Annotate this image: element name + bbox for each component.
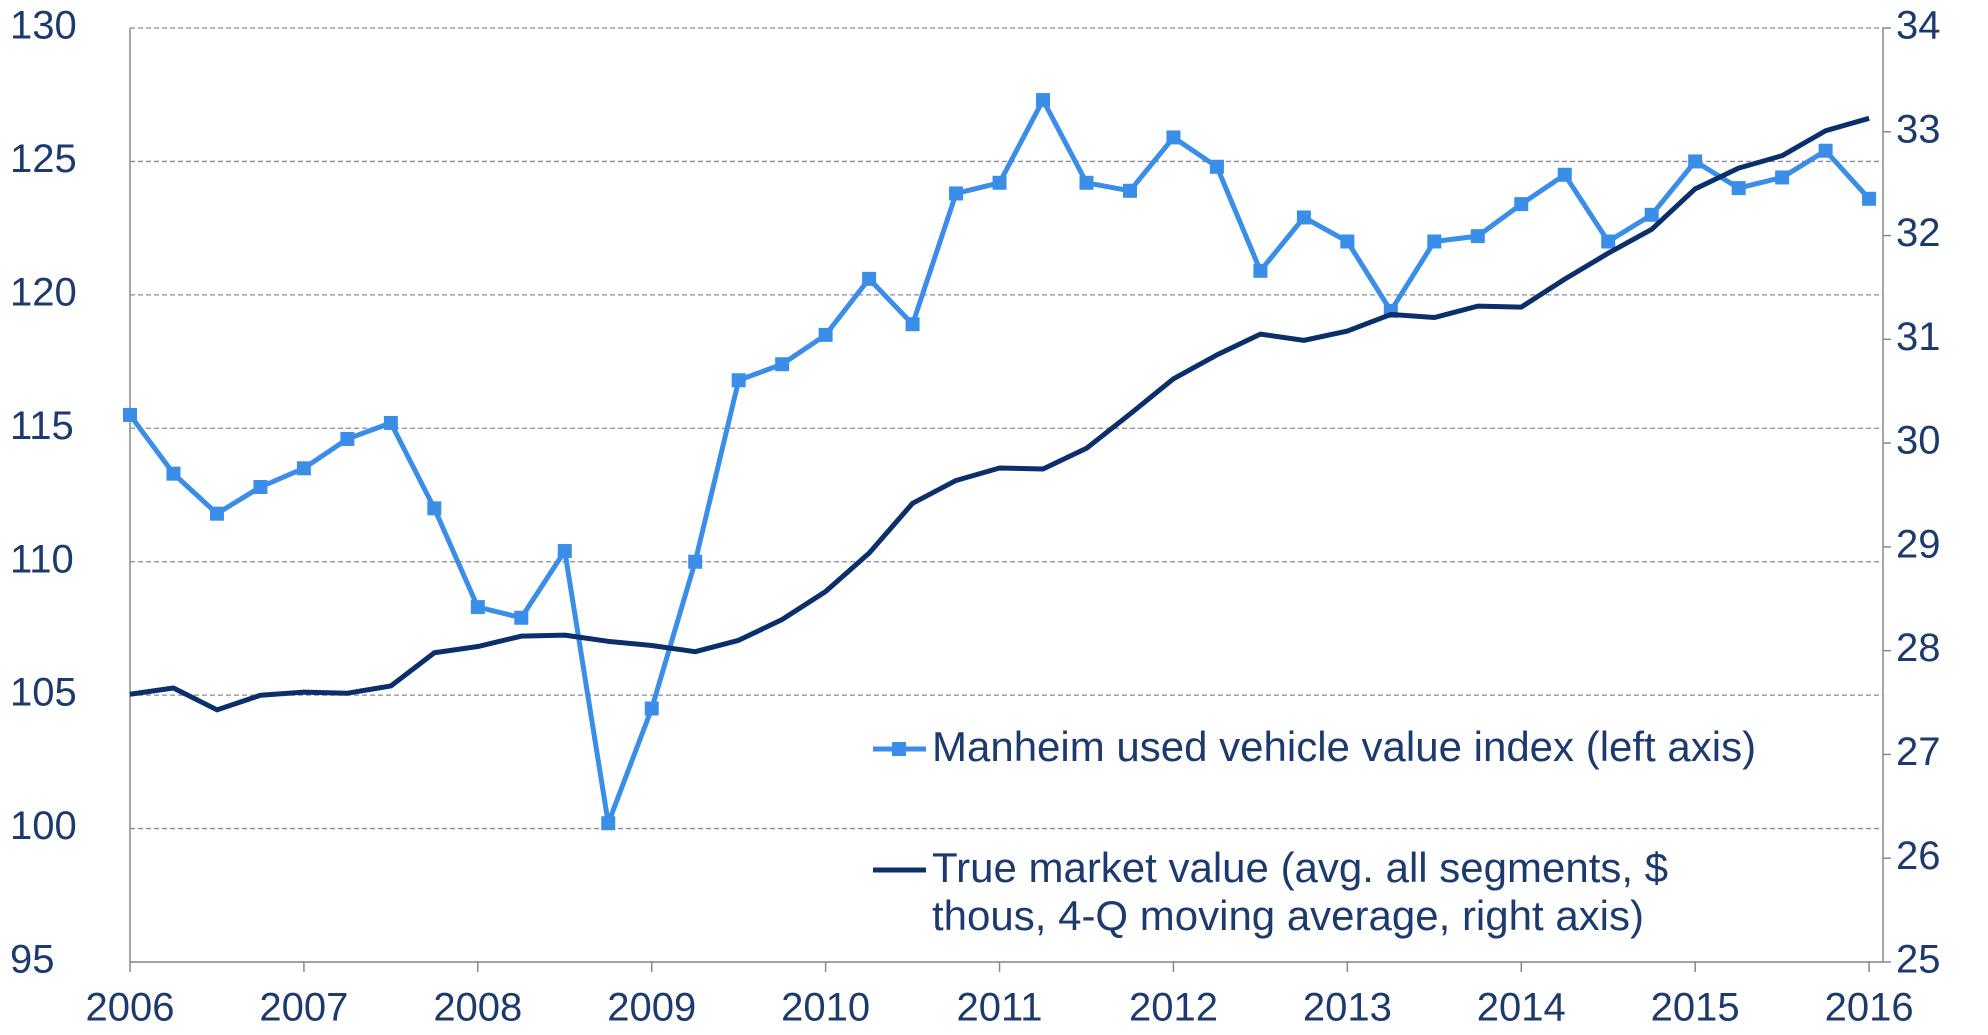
series-marker (1644, 207, 1659, 222)
legend-marker (892, 742, 906, 756)
series-marker (123, 407, 137, 422)
x-tick-label: 2010 (781, 986, 870, 1030)
series-marker (253, 479, 268, 494)
series-marker (1818, 143, 1833, 158)
legend-label: Manheim used vehicle value index (left a… (932, 723, 1757, 770)
series-marker (1296, 210, 1311, 225)
series-marker (1209, 159, 1224, 174)
series-line (129, 115, 1870, 713)
series-marker (514, 610, 529, 625)
series-marker (1470, 229, 1485, 244)
series-marker (470, 600, 485, 615)
y-tick-label: 120 (10, 270, 77, 314)
series-marker (1036, 93, 1051, 108)
series-marker (1340, 234, 1355, 249)
x-tick-label: 2006 (86, 986, 175, 1030)
y2-tick-label: 34 (1896, 4, 1941, 48)
series-marker (296, 461, 311, 476)
series-marker (1688, 154, 1703, 169)
y2-tick-label: 29 (1896, 522, 1941, 566)
series-marker (818, 327, 833, 342)
series-marker (1775, 170, 1790, 185)
series-marker (775, 357, 790, 372)
series-marker (905, 317, 920, 332)
series-marker (644, 701, 659, 716)
series-marker (427, 501, 442, 516)
y-tick-label: 95 (10, 938, 55, 982)
x-tick-label: 2015 (1651, 986, 1740, 1030)
legend-label: True market value (avg. all segments, $ … (932, 844, 1669, 939)
x-tick-label: 2014 (1477, 986, 1566, 1030)
series-marker (1253, 263, 1268, 278)
y2-tick-label: 33 (1896, 107, 1941, 151)
series-marker (688, 554, 703, 569)
x-tick-label: 2016 (1825, 986, 1914, 1030)
series-marker (557, 544, 572, 559)
y-tick-label: 125 (10, 137, 77, 181)
y2-tick-label: 28 (1896, 626, 1941, 670)
series-marker (862, 271, 877, 286)
series-marker (383, 415, 398, 430)
y2-tick-label: 31 (1896, 315, 1941, 359)
y-tick-label: 115 (10, 404, 74, 448)
series-marker (1731, 181, 1746, 196)
series-marker (1601, 234, 1616, 249)
y2-tick-label: 25 (1896, 938, 1941, 982)
series-marker (340, 431, 355, 446)
series-marker (1427, 234, 1442, 249)
series-marker (1862, 191, 1877, 206)
series-marker (601, 816, 616, 831)
series-marker (992, 175, 1007, 190)
x-tick-label: 2012 (1129, 986, 1218, 1030)
series-line (127, 97, 1871, 826)
x-tick-label: 2008 (433, 986, 522, 1030)
series-marker (209, 506, 224, 521)
y2-tick-label: 26 (1896, 834, 1941, 878)
series-marker (949, 186, 964, 201)
y2-tick-label: 27 (1896, 730, 1941, 774)
x-tick-label: 2007 (259, 986, 348, 1030)
y-tick-label: 100 (10, 804, 77, 848)
series-marker (1514, 197, 1529, 212)
series-marker (1166, 130, 1181, 145)
x-tick-label: 2009 (607, 986, 696, 1030)
y-tick-label: 105 (10, 671, 77, 715)
series-marker (1122, 183, 1137, 198)
series-marker (1557, 167, 1572, 182)
y2-tick-label: 30 (1896, 419, 1941, 463)
series-marker (1079, 175, 1094, 190)
series-marker (166, 466, 181, 481)
y2-tick-label: 32 (1896, 211, 1941, 255)
series-marker (731, 373, 746, 388)
x-tick-label: 2011 (957, 986, 1043, 1030)
x-tick-label: 2013 (1303, 986, 1392, 1030)
y-tick-label: 130 (10, 4, 77, 48)
y-tick-label: 110 (10, 537, 74, 581)
